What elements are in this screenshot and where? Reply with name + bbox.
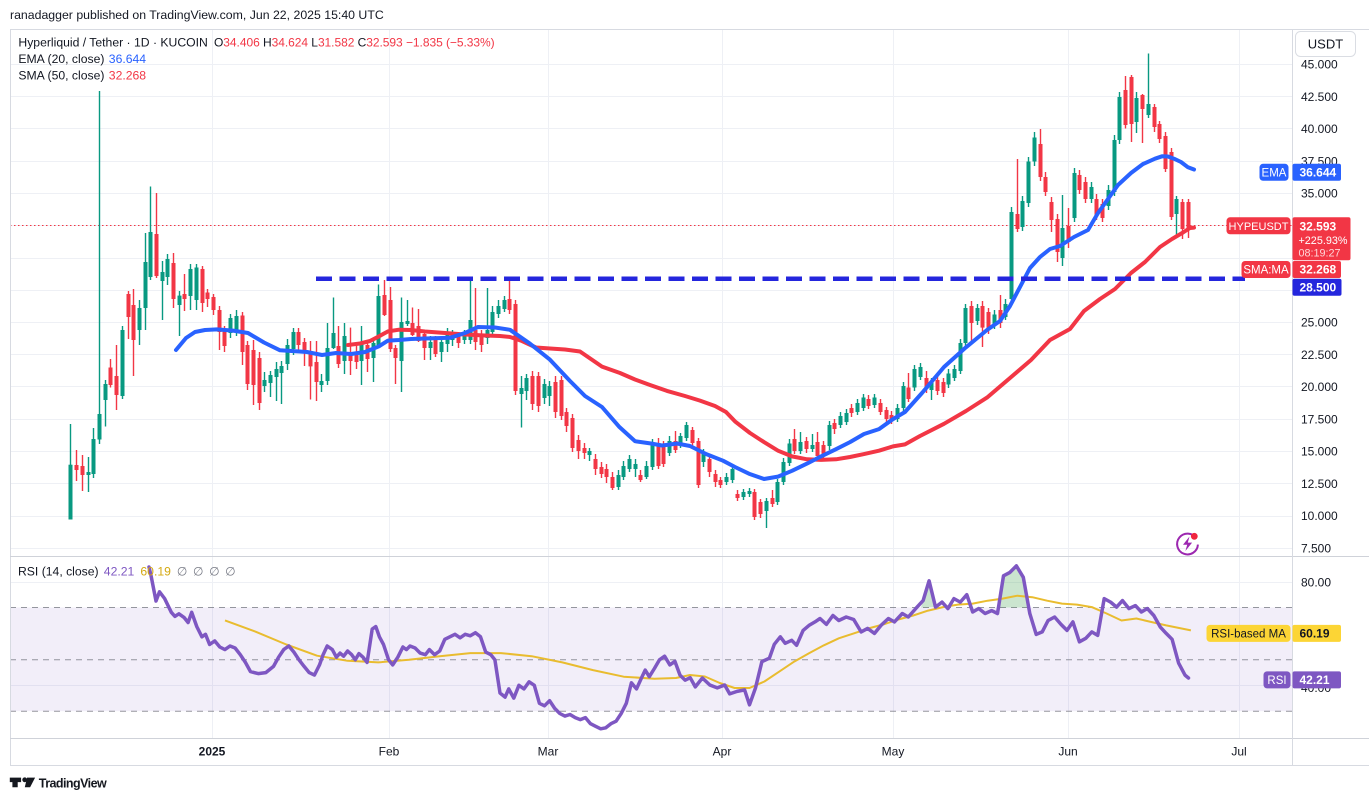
svg-text:08:19:27: 08:19:27 <box>1299 247 1341 259</box>
svg-text:Jun: Jun <box>1058 744 1077 758</box>
svg-text:+225.93%: +225.93% <box>1299 235 1348 247</box>
svg-text:EMA: EMA <box>1262 167 1287 179</box>
svg-text:7.500: 7.500 <box>1301 542 1331 556</box>
svg-text:SMA:MA: SMA:MA <box>1243 265 1289 277</box>
svg-text:20.000: 20.000 <box>1301 380 1338 394</box>
svg-text:Mar: Mar <box>538 744 559 758</box>
svg-text:80.00: 80.00 <box>1301 576 1331 590</box>
svg-text:RSI-based MA: RSI-based MA <box>1211 628 1286 640</box>
svg-text:10.000: 10.000 <box>1301 509 1338 523</box>
svg-text:ranadagger published on Tradin: ranadagger published on TradingView.com,… <box>10 8 384 22</box>
svg-text:22.500: 22.500 <box>1301 348 1338 362</box>
svg-text:USDT: USDT <box>1308 37 1343 52</box>
svg-text:HYPEUSDT: HYPEUSDT <box>1229 221 1289 233</box>
svg-text:EMA (20, close)36.644: EMA (20, close) 36.644 <box>18 52 146 66</box>
svg-text:Feb: Feb <box>379 744 400 758</box>
svg-text:SMA (50, close)32.268: SMA (50, close) 32.268 <box>18 68 146 82</box>
svg-text:28.500: 28.500 <box>1300 280 1337 294</box>
svg-text:TradingView: TradingView <box>39 776 107 790</box>
svg-text:32.268: 32.268 <box>1300 263 1337 277</box>
svg-text:15.000: 15.000 <box>1301 445 1338 459</box>
svg-text:32.593: 32.593 <box>1300 219 1337 233</box>
svg-text:May: May <box>882 744 905 758</box>
svg-text:42.21: 42.21 <box>1300 673 1330 687</box>
svg-text:Apr: Apr <box>713 744 732 758</box>
svg-text:Hyperliquid / Tether · 1D · KU: Hyperliquid / Tether · 1D · KUCOIN <box>18 35 207 49</box>
svg-text:12.500: 12.500 <box>1301 477 1338 491</box>
svg-text:42.500: 42.500 <box>1301 90 1338 104</box>
svg-text:25.000: 25.000 <box>1301 316 1338 330</box>
svg-text:60.19: 60.19 <box>1300 626 1330 640</box>
svg-text:45.000: 45.000 <box>1301 58 1338 72</box>
svg-text:2025: 2025 <box>199 744 226 758</box>
svg-text:RSI: RSI <box>1267 675 1286 687</box>
svg-text:35.000: 35.000 <box>1301 187 1338 201</box>
svg-text:36.644: 36.644 <box>1300 165 1337 179</box>
svg-text:40.000: 40.000 <box>1301 122 1338 136</box>
svg-text:Jul: Jul <box>1231 744 1246 758</box>
svg-text:O34.406 H34.624 L31.582 C32.59: O34.406 H34.624 L31.582 C32.593 −1.835 (… <box>214 35 495 49</box>
svg-text:17.500: 17.500 <box>1301 412 1338 426</box>
